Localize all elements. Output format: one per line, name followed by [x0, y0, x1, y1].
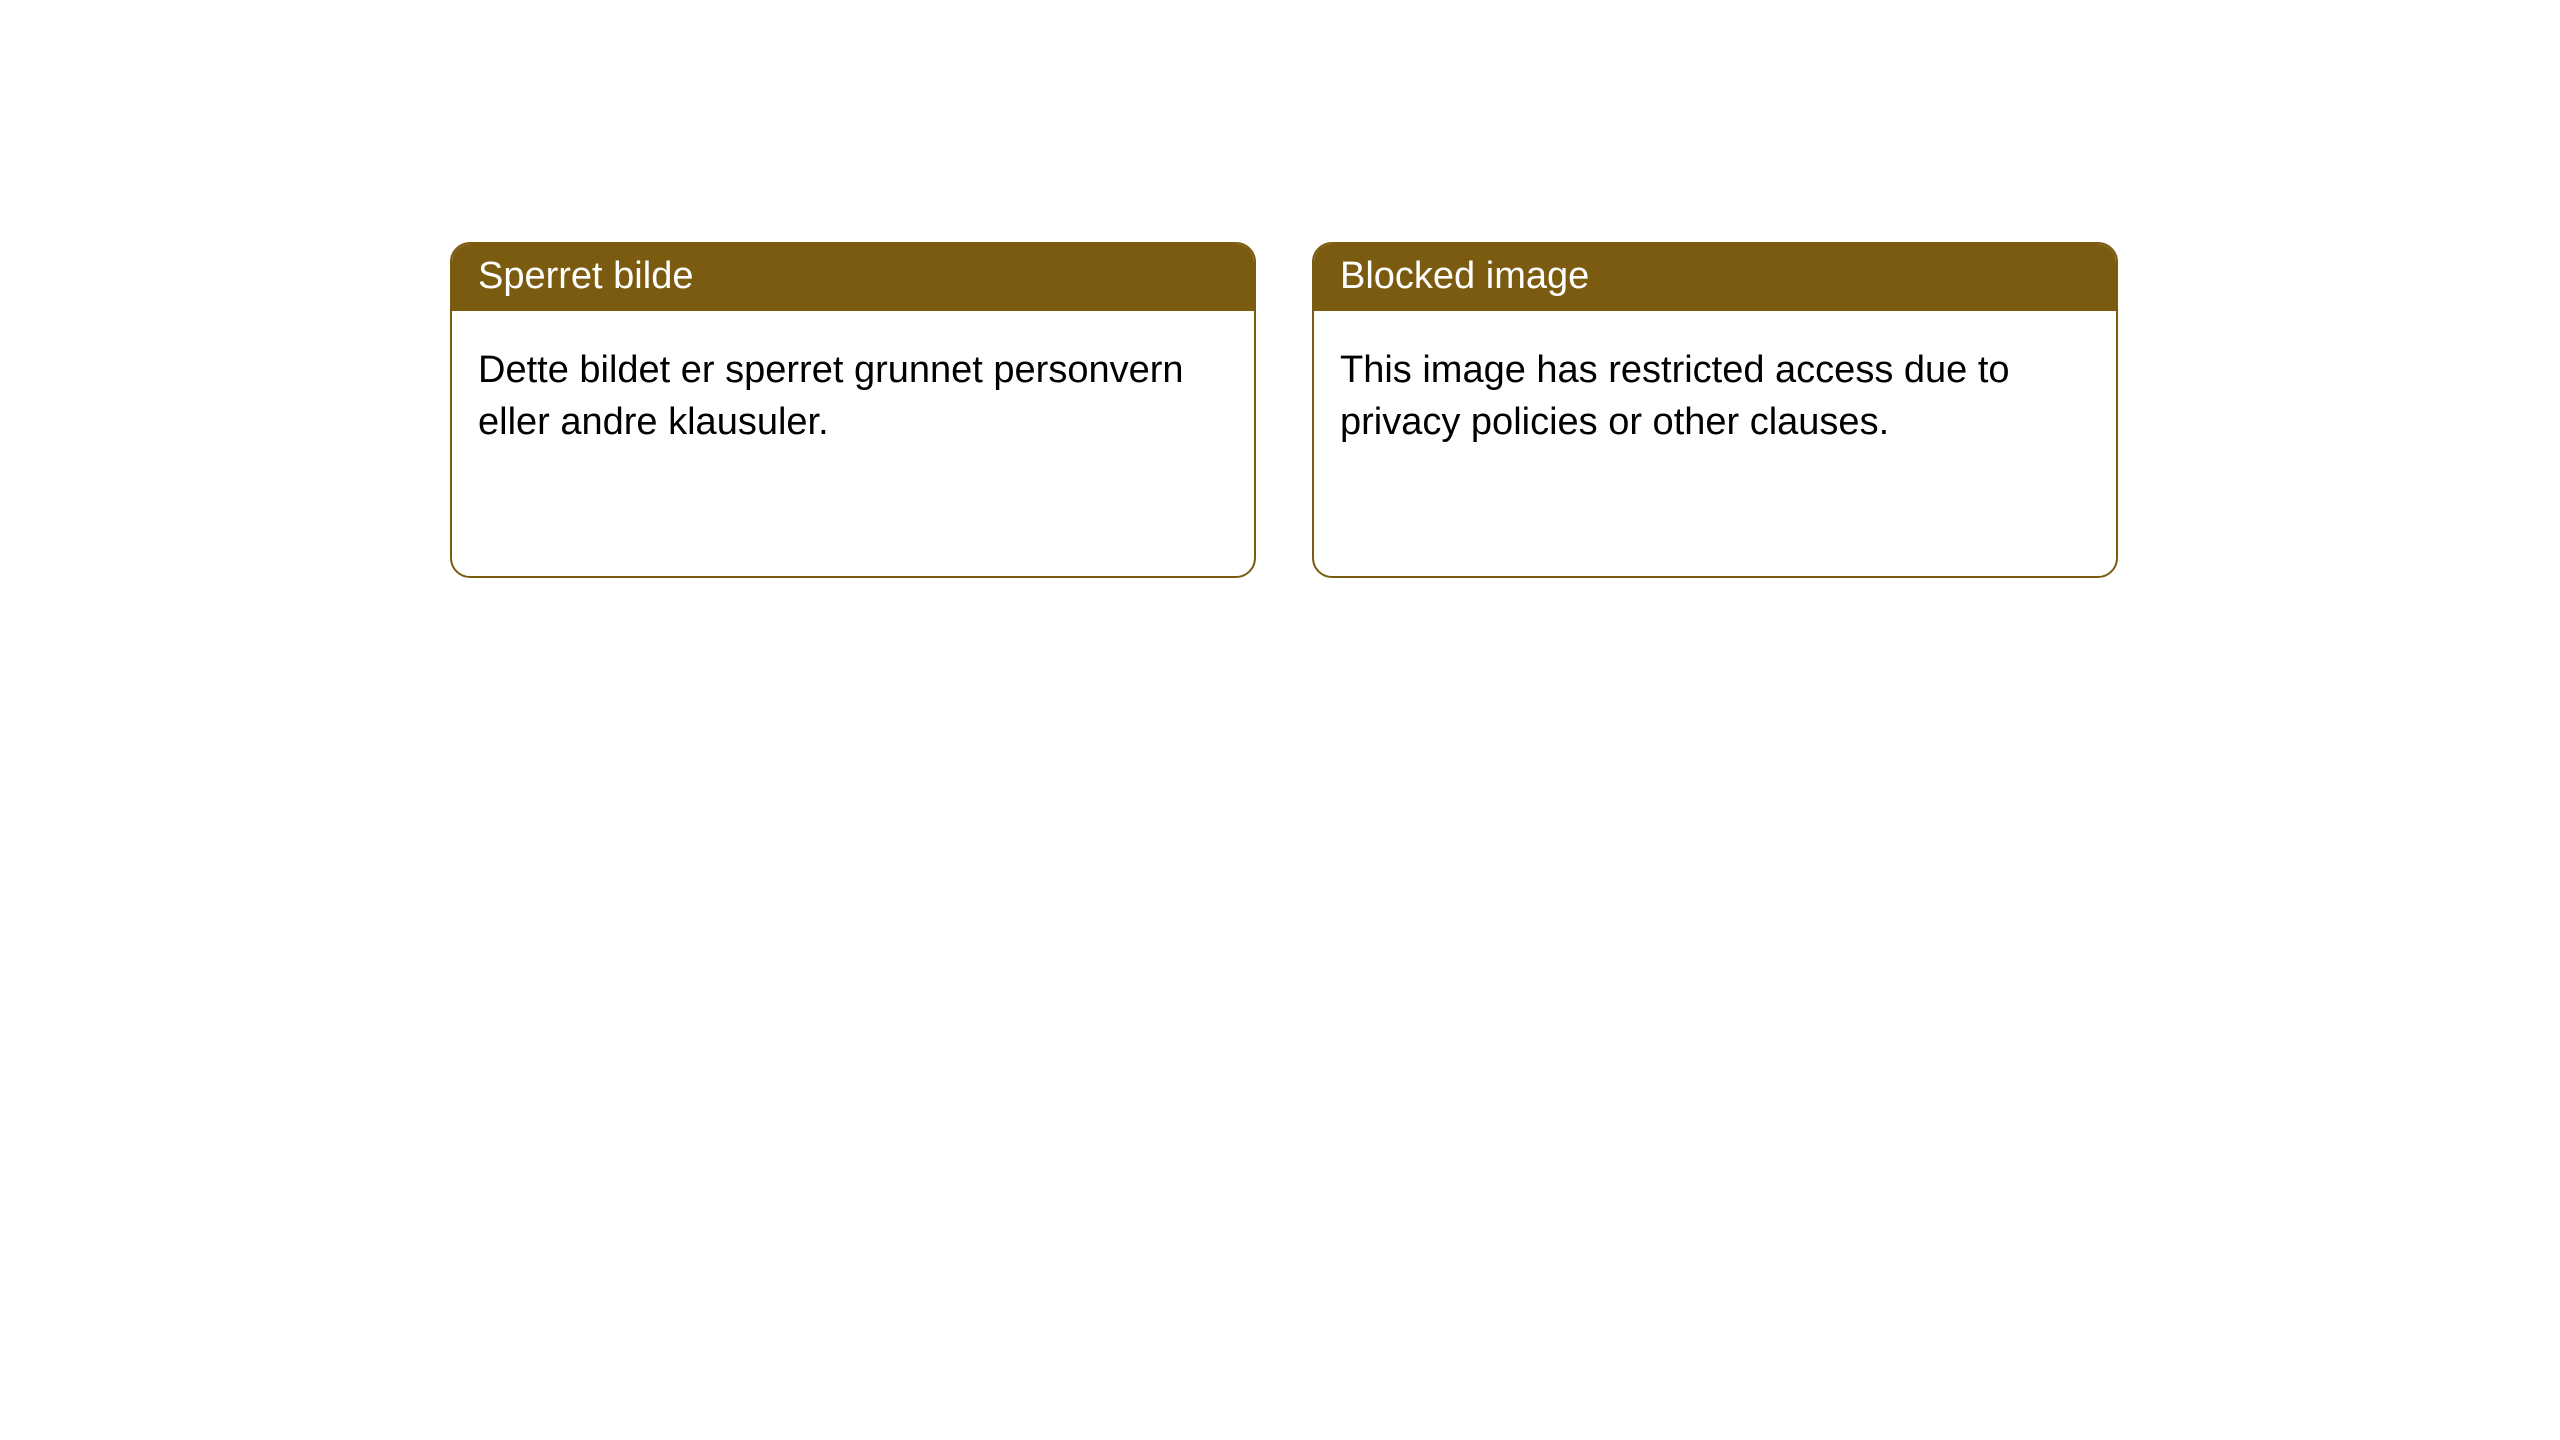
notice-container: Sperret bilde Dette bildet er sperret gr… — [0, 0, 2560, 578]
card-body-english: This image has restricted access due to … — [1314, 311, 2116, 482]
card-message-english: This image has restricted access due to … — [1340, 349, 2010, 442]
card-title-norwegian: Sperret bilde — [478, 255, 693, 297]
card-title-english: Blocked image — [1340, 255, 1589, 297]
card-header-norwegian: Sperret bilde — [452, 244, 1254, 311]
blocked-image-card-english: Blocked image This image has restricted … — [1312, 242, 2118, 578]
card-message-norwegian: Dette bildet er sperret grunnet personve… — [478, 349, 1184, 442]
card-header-english: Blocked image — [1314, 244, 2116, 311]
blocked-image-card-norwegian: Sperret bilde Dette bildet er sperret gr… — [450, 242, 1256, 578]
card-body-norwegian: Dette bildet er sperret grunnet personve… — [452, 311, 1254, 482]
